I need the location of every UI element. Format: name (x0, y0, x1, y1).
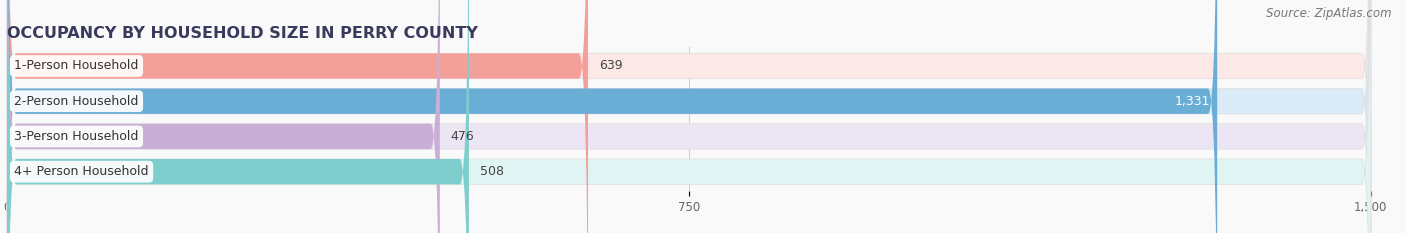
Text: 1,331: 1,331 (1174, 95, 1211, 108)
FancyBboxPatch shape (7, 0, 1218, 233)
FancyBboxPatch shape (7, 0, 1371, 233)
Text: 508: 508 (479, 165, 503, 178)
Text: 3-Person Household: 3-Person Household (14, 130, 139, 143)
Text: 4+ Person Household: 4+ Person Household (14, 165, 149, 178)
FancyBboxPatch shape (7, 0, 1371, 233)
FancyBboxPatch shape (7, 0, 588, 233)
FancyBboxPatch shape (7, 0, 440, 233)
Text: 476: 476 (451, 130, 474, 143)
Text: 639: 639 (599, 59, 623, 72)
Text: 1-Person Household: 1-Person Household (14, 59, 139, 72)
Text: Source: ZipAtlas.com: Source: ZipAtlas.com (1267, 7, 1392, 20)
Text: OCCUPANCY BY HOUSEHOLD SIZE IN PERRY COUNTY: OCCUPANCY BY HOUSEHOLD SIZE IN PERRY COU… (7, 26, 478, 41)
Text: 2-Person Household: 2-Person Household (14, 95, 139, 108)
FancyBboxPatch shape (7, 0, 470, 233)
FancyBboxPatch shape (7, 0, 1371, 233)
FancyBboxPatch shape (7, 0, 1371, 233)
